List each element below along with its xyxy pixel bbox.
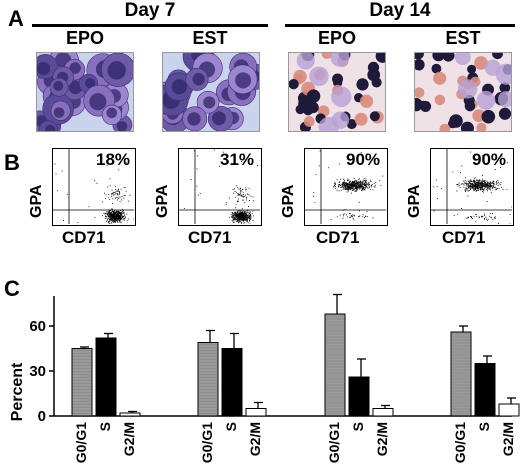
y-tick-label: 30 — [29, 363, 46, 380]
x-tick-label: G2/M — [121, 422, 137, 456]
micrograph-label-epo-day14: EPO — [317, 28, 356, 48]
day-7-label: Day 7 — [124, 0, 176, 21]
flow-y-label-3: GPA — [280, 184, 297, 218]
day-14-rule — [285, 24, 515, 27]
flow-plot-2 — [178, 148, 262, 226]
x-tick-label: S — [97, 422, 113, 431]
flow-percent-2: 31% — [220, 150, 255, 169]
bar-g2-m — [498, 403, 520, 417]
day-14-label: Day 14 — [369, 0, 431, 21]
x-tick-label: G0/G1 — [452, 422, 468, 463]
x-tick-label: G0/G1 — [199, 422, 215, 463]
bar-s — [95, 337, 117, 417]
flow-percent-1: 18% — [96, 150, 131, 169]
bar-s — [221, 348, 243, 417]
bar-s — [348, 376, 370, 417]
y-tick-label: 0 — [38, 408, 46, 425]
flow-x-label-1: CD71 — [62, 228, 106, 247]
micrograph-epo-day7 — [36, 52, 134, 132]
bar-g2-m — [119, 412, 141, 417]
micrograph-label-epo-day7: EPO — [65, 28, 104, 48]
x-tick-label: G0/G1 — [73, 422, 89, 463]
bar-g2-m — [372, 408, 394, 417]
y-tick-label: 60 — [29, 318, 46, 335]
bar-g0-g1 — [324, 313, 346, 417]
bar-g0-g1 — [450, 331, 472, 417]
micrograph-epo-day14 — [288, 52, 386, 132]
micrograph-label-est-day14: EST — [445, 28, 481, 48]
flow-plot-3 — [304, 148, 388, 226]
panel-label-b: B — [4, 150, 20, 175]
flow-x-label-2: CD71 — [188, 228, 232, 247]
x-tick-label: S — [223, 422, 239, 431]
y-axis-label: Percent — [9, 362, 26, 421]
flow-y-label-2: GPA — [154, 184, 171, 218]
x-tick-label: S — [350, 422, 366, 431]
x-tick-label: G2/M — [500, 422, 516, 456]
bar-g0-g1 — [197, 342, 219, 417]
bar-g2-m — [245, 408, 267, 417]
panel-label-c: C — [4, 276, 20, 301]
micrograph-label-est-day7: EST — [192, 28, 228, 48]
x-tick-label: G0/G1 — [326, 422, 342, 463]
x-tick-label: G2/M — [247, 422, 263, 456]
flow-y-label-1: GPA — [28, 184, 45, 218]
x-tick-label: G2/M — [374, 422, 390, 456]
flow-x-label-3: CD71 — [316, 228, 360, 247]
bar-s — [474, 363, 496, 417]
x-tick-label: S — [476, 422, 492, 431]
flow-y-label-4: GPA — [406, 184, 423, 218]
cell-cycle-bar-chart: Percent 60 30 0 G0/G1 S G2/M G0/G1 S G2/M G0/G1 S G2… — [9, 293, 520, 463]
flow-x-label-4: CD71 — [442, 228, 486, 247]
panel-label-a: A — [8, 6, 24, 31]
bar-g0-g1 — [71, 348, 93, 417]
micrograph-est-day7 — [162, 52, 260, 132]
day-7-rule — [32, 24, 268, 27]
flow-plot-1 — [52, 148, 136, 226]
micrograph-est-day14 — [414, 52, 512, 132]
flow-percent-3: 90% — [346, 150, 381, 169]
flow-plot-4 — [430, 148, 514, 226]
flow-percent-4: 90% — [472, 150, 507, 169]
